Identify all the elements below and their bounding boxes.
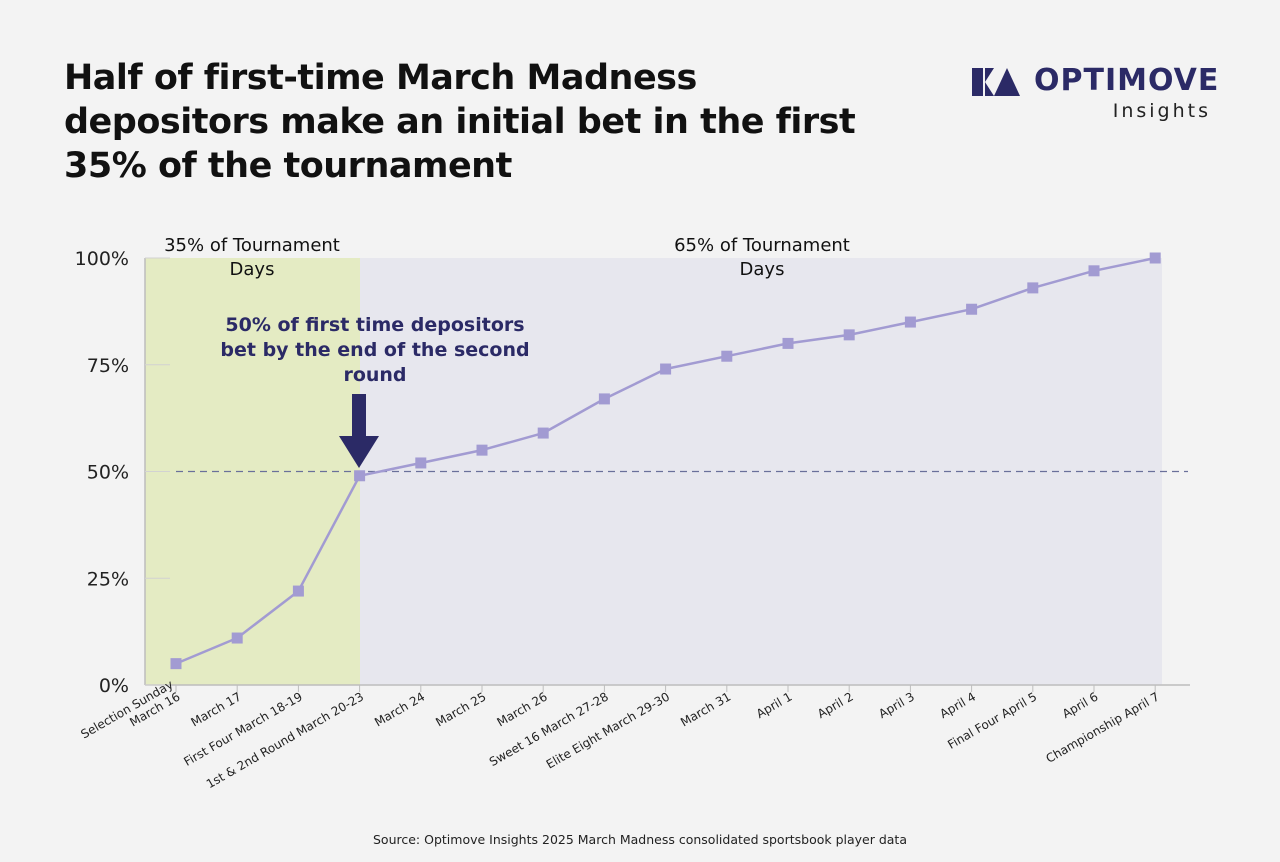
data-point	[170, 658, 182, 670]
source-note: Source: Optimove Insights 2025 March Mad…	[373, 832, 907, 847]
x-tick-label-line: March 17	[188, 689, 243, 729]
x-tick-label-line: March 24	[372, 689, 427, 729]
x-tick-label: April 2	[815, 689, 856, 721]
data-point	[231, 632, 243, 644]
y-tick-label: 75%	[87, 355, 129, 377]
x-tick-label: April 4	[937, 689, 978, 721]
data-point	[966, 303, 978, 315]
optimove-logo: OPTIMOVE Insights	[972, 63, 1220, 126]
data-point	[904, 316, 916, 328]
annotation-text: 50% of first time depositors	[225, 314, 524, 336]
data-point	[660, 363, 672, 375]
x-tick-label: April 6	[1060, 689, 1101, 721]
x-tick-label: Championship April 7	[1043, 689, 1161, 765]
y-tick-label: 25%	[87, 568, 129, 590]
x-tick-label-line: April 3	[876, 689, 917, 721]
data-point	[415, 457, 427, 469]
y-tick-label: 100%	[75, 248, 129, 270]
region-label: Days	[230, 259, 275, 280]
y-tick-label: 0%	[99, 675, 129, 697]
data-point	[598, 393, 610, 405]
x-tick-label: April 3	[876, 689, 917, 721]
region-label: Days	[740, 259, 785, 280]
data-point	[1149, 252, 1161, 264]
x-tick-label-line: March 25	[433, 689, 488, 729]
logo-subtitle: Insights	[1112, 100, 1211, 122]
x-tick-label: March 25	[433, 689, 488, 729]
x-tick-label-line: March 26	[494, 689, 549, 729]
data-point	[1088, 265, 1100, 277]
x-tick-label: March 24	[372, 689, 427, 729]
arrow-shaft	[352, 394, 366, 438]
x-tick-label: March 26	[494, 689, 549, 729]
logo-wordmark: OPTIMOVE	[1034, 63, 1220, 98]
annotation-text: round	[343, 364, 406, 386]
data-point	[537, 427, 549, 439]
region-label: 65% of Tournament	[674, 235, 850, 256]
arrow-down-icon	[339, 436, 379, 468]
data-point	[1027, 282, 1039, 294]
data-point	[292, 585, 304, 597]
x-tick-label-line: April 2	[815, 689, 856, 721]
x-tick-label: March 17	[188, 689, 243, 729]
x-tick-label: March 31	[678, 689, 733, 729]
data-point	[782, 337, 794, 349]
data-point	[843, 329, 855, 341]
annotation-text: bet by the end of the second	[220, 339, 529, 361]
data-point	[721, 350, 733, 362]
x-tick-label-line: April 6	[1060, 689, 1101, 721]
x-tick-label-line: April 1	[754, 689, 795, 721]
x-tick-label-line: Championship April 7	[1043, 689, 1161, 765]
x-tick-label-line: March 31	[678, 689, 733, 729]
x-tick-label-line: April 4	[937, 689, 978, 721]
data-point	[354, 470, 366, 482]
optimove-logo-icon	[972, 68, 1020, 96]
chart-title: Half of first-time March Madness deposit…	[64, 58, 856, 186]
data-point	[476, 444, 488, 456]
x-tick-label: April 1	[754, 689, 795, 721]
y-tick-label: 50%	[87, 462, 129, 484]
region-label: 35% of Tournament	[164, 235, 340, 256]
